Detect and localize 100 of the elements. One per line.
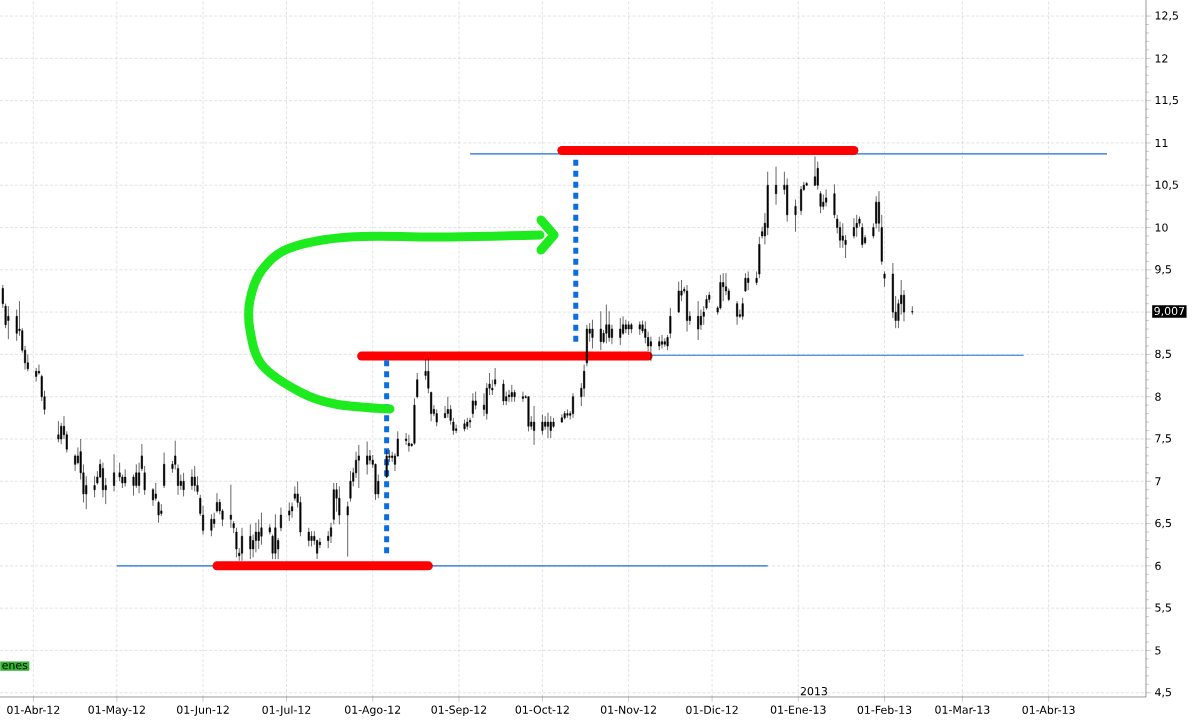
candlestick xyxy=(819,190,822,214)
x-tick-label: 01-Ago-12 xyxy=(344,705,401,716)
candlestick xyxy=(800,185,803,216)
candlestick xyxy=(627,321,630,336)
candlestick xyxy=(346,501,349,557)
candlestick xyxy=(113,453,116,492)
y-tick-label: 12,5 xyxy=(1155,11,1178,21)
candlestick xyxy=(274,513,277,560)
candlestick xyxy=(307,527,310,547)
candlestick xyxy=(310,530,313,547)
y-tick-label: 7 xyxy=(1155,477,1161,486)
candlestick xyxy=(605,304,608,344)
candlestick xyxy=(466,417,469,430)
x-tick-label: 01-Mar-13 xyxy=(935,705,990,714)
x-tick-label: 01-Ene-13 xyxy=(770,705,826,714)
candlestick xyxy=(624,319,627,334)
y-tick-label: 4,5 xyxy=(1155,688,1171,698)
candlestick xyxy=(241,527,243,562)
candlestick xyxy=(163,452,166,489)
x-tick-label: 01-Dic-12 xyxy=(686,705,738,714)
x-tick-label: 01-May-12 xyxy=(88,705,145,716)
candlestick xyxy=(7,305,10,340)
candlestick xyxy=(833,184,836,219)
candlestick xyxy=(638,321,641,336)
candlestick xyxy=(57,420,60,443)
candlestick xyxy=(182,472,185,497)
candlestick xyxy=(93,475,96,498)
candlestick xyxy=(533,405,536,446)
candlestick xyxy=(124,469,127,487)
candlestick xyxy=(572,393,574,419)
candlestick xyxy=(338,486,341,525)
candlestick xyxy=(193,465,196,492)
candlestick xyxy=(288,502,291,522)
candlestick xyxy=(599,310,602,351)
candlestick xyxy=(591,319,594,349)
y-tick-label: 8,5 xyxy=(1155,349,1171,360)
candlestick xyxy=(349,470,352,502)
candlestick xyxy=(513,389,516,403)
x-tick-label: 01-Abr-12 xyxy=(7,705,60,714)
x-tick-label: 01-Oct-12 xyxy=(515,705,569,714)
candlestick xyxy=(249,524,252,560)
candlestick xyxy=(541,414,544,436)
y-tick-label: 5 xyxy=(1155,646,1161,655)
candlestick xyxy=(527,396,530,432)
y-tick-label: 8 xyxy=(1155,392,1161,401)
candlestick xyxy=(630,322,633,334)
candlestick xyxy=(805,181,808,187)
candlestick xyxy=(152,487,154,507)
candlestick xyxy=(435,409,438,427)
candlestick xyxy=(794,199,797,233)
candlestick xyxy=(736,300,739,326)
candlestick xyxy=(260,512,263,546)
candlestick xyxy=(883,271,886,288)
candlestick xyxy=(229,484,232,529)
candlestick xyxy=(852,217,855,239)
candlestick xyxy=(677,281,680,314)
candlestick xyxy=(471,393,474,419)
candlestick xyxy=(157,500,160,524)
candlestick xyxy=(741,297,744,321)
candlestick xyxy=(686,284,689,332)
y-tick-label: 10,5 xyxy=(1155,180,1178,190)
candlestick xyxy=(619,317,622,346)
candlestick xyxy=(510,384,513,403)
x-tick-label: 01-Jul-12 xyxy=(262,705,311,717)
candlestick xyxy=(825,189,828,207)
candlestick xyxy=(649,336,652,362)
candlestick xyxy=(566,409,569,419)
candlestick xyxy=(560,414,563,424)
candlestick xyxy=(416,372,419,399)
y-tick-label: 7,5 xyxy=(1155,434,1171,444)
x-tick-label: 01-Nov-12 xyxy=(600,705,656,714)
candlestick xyxy=(508,389,511,403)
candlestick xyxy=(268,524,271,535)
candlestick xyxy=(663,338,666,348)
candlestick xyxy=(661,334,663,349)
candlestick xyxy=(463,419,466,432)
candlestick xyxy=(813,156,816,187)
candlestick xyxy=(35,367,38,382)
candlestick xyxy=(385,449,388,479)
candlestick xyxy=(154,482,157,502)
candlestick xyxy=(210,513,213,537)
y-tick-label: 5,5 xyxy=(1155,603,1171,613)
y-tick-label: 9,5 xyxy=(1155,265,1171,275)
x-tick-label: 01-Feb-13 xyxy=(857,705,912,714)
y-tick-label: 10 xyxy=(1155,223,1168,232)
y-tick-label: 6 xyxy=(1155,561,1161,571)
candlestick xyxy=(357,444,360,489)
candlestick xyxy=(279,507,282,532)
candlestick xyxy=(549,415,552,439)
x-tick-label: 01-Jun-12 xyxy=(177,705,229,716)
candlestick xyxy=(744,272,747,293)
annotation: enes xyxy=(2,662,28,670)
candlestick xyxy=(190,469,193,491)
candlestick xyxy=(407,434,410,452)
y-tick-label: 6,5 xyxy=(1155,518,1171,529)
candlestick xyxy=(291,502,294,518)
candlestick xyxy=(469,417,472,429)
candlestick xyxy=(502,379,505,406)
candlestick xyxy=(215,492,218,513)
x-tick-label: 01-Abr-13 xyxy=(1022,705,1075,714)
